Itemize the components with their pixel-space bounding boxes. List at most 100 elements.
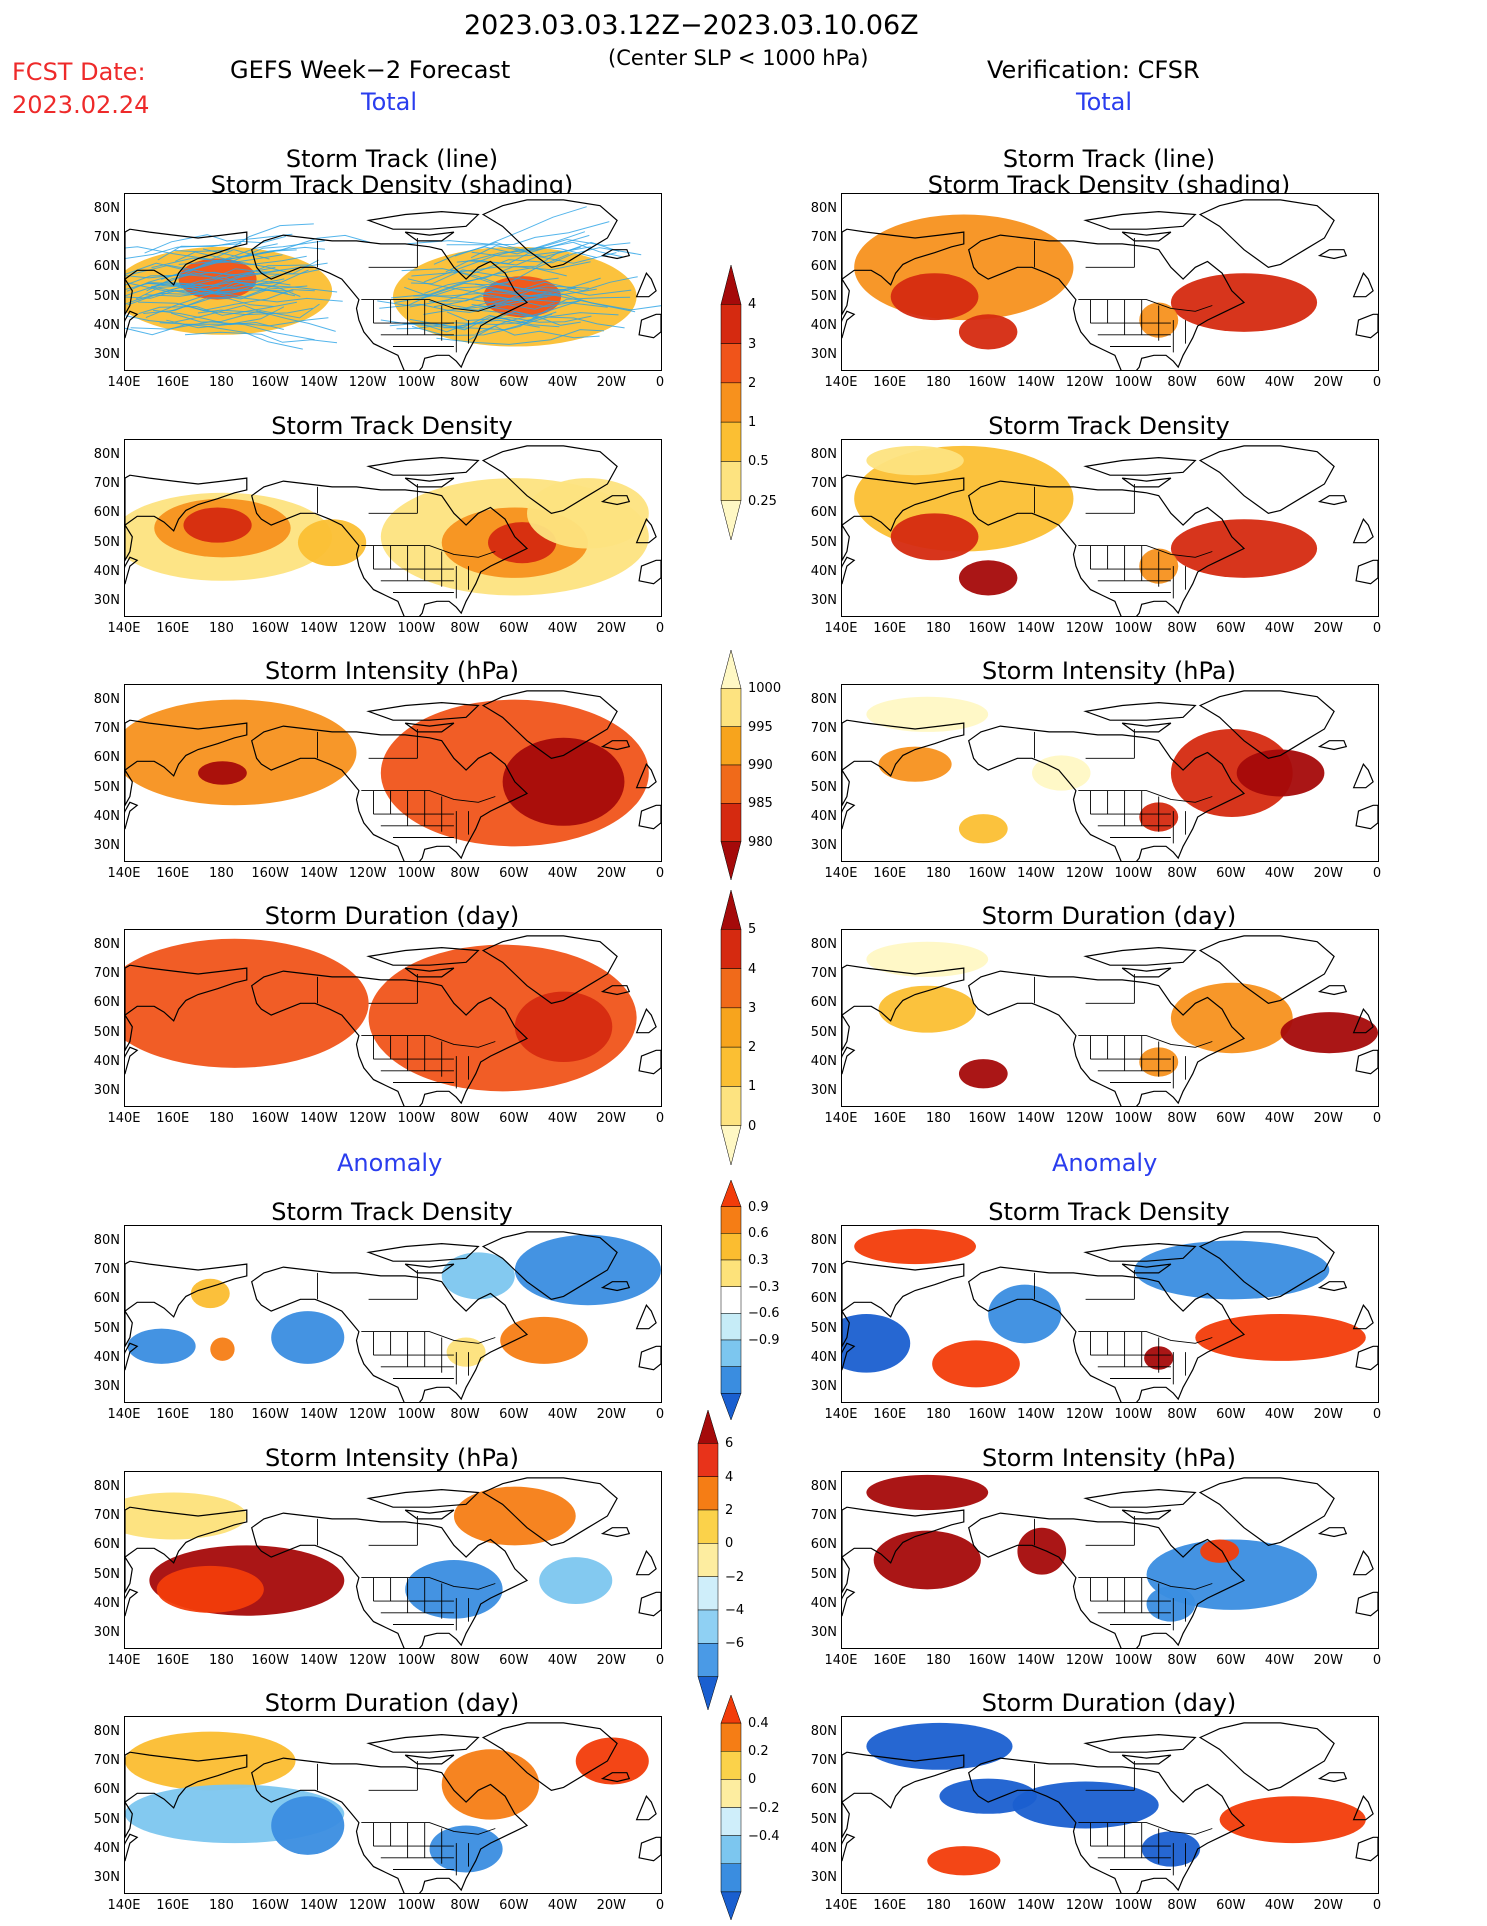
colorbar-label: 0.6 [748, 1226, 769, 1242]
storm-track [146, 269, 283, 292]
coastline [1355, 1836, 1378, 1862]
lat-label: 50N [810, 779, 837, 795]
lat-label: 80N [93, 1723, 120, 1739]
lon-label: 160W [968, 1111, 1006, 1126]
storm-track [441, 285, 590, 302]
lat-label: 80N [810, 1478, 837, 1494]
colorbar-tip [720, 264, 742, 305]
lon-label: 60W [499, 866, 529, 881]
lon-label: 160E [156, 375, 190, 390]
lat-label: 50N [93, 1320, 120, 1336]
coastline [635, 1795, 657, 1821]
lon-label: 0 [1372, 866, 1382, 881]
lon-label: 140W [300, 621, 338, 636]
lat-label: 70N [93, 1262, 120, 1277]
colorbar-duration [720, 889, 742, 1171]
map-anom-duration-forecast [124, 1716, 662, 1894]
storm-track [127, 278, 285, 306]
field-shading [539, 1557, 613, 1604]
coastline [842, 310, 856, 339]
field-shading [854, 1228, 976, 1265]
lon-label: 140W [300, 375, 338, 390]
coastline [635, 1008, 657, 1034]
lon-label: 80W [1167, 1407, 1197, 1422]
colorbar-density [720, 264, 742, 546]
storm-track [404, 286, 555, 310]
coastline [968, 1512, 1246, 1648]
lat-label: 40N [810, 1350, 837, 1365]
colorbar-label: 5 [748, 922, 757, 938]
storm-track [157, 235, 286, 261]
colorbar-segment [697, 1443, 719, 1477]
storm-track [178, 255, 307, 266]
lat-label: 30N [810, 347, 837, 363]
colorbar-segment [720, 1751, 742, 1780]
coastline [842, 1342, 856, 1371]
coastline [125, 1588, 139, 1617]
right-anomaly-label: Anomaly [1052, 1149, 1158, 1177]
lat-label: 30N [93, 347, 120, 363]
lon-label: 140W [1017, 1898, 1055, 1913]
lat-label: 70N [93, 1753, 120, 1768]
colorbar-segment [720, 803, 742, 842]
lat-label: 60N [810, 1537, 837, 1553]
panel-title: Storm Intensity (hPa) [982, 657, 1236, 685]
coastline [638, 804, 661, 830]
storm-track [433, 231, 586, 265]
lon-label: 140W [1017, 866, 1055, 881]
colorbar-segment [720, 1807, 742, 1836]
lon-label: 100W [1114, 866, 1153, 881]
coastline [1121, 1509, 1172, 1520]
coastline [1355, 313, 1378, 339]
lat-label: 70N [810, 1753, 837, 1768]
coastline [1317, 1772, 1348, 1783]
lat-label: 40N [810, 318, 837, 333]
coastline [842, 228, 965, 316]
lat-label: 70N [810, 721, 837, 736]
colorbar-segment [720, 1046, 742, 1087]
lon-label: 140E [824, 1407, 858, 1422]
lon-label: 40W [1264, 375, 1295, 390]
lon-label: 80W [1167, 1898, 1197, 1913]
coastline [1352, 518, 1374, 544]
lat-label: 50N [93, 1811, 120, 1827]
lon-label: 160E [156, 621, 190, 636]
map-anom-duration-verification [841, 1716, 1379, 1894]
colorbar-label: 0.25 [748, 493, 777, 509]
coastline [251, 1512, 529, 1648]
colorbar-segment [720, 1259, 742, 1287]
lon-label: 140E [107, 1111, 141, 1126]
coastline [1352, 1008, 1374, 1034]
coastline [481, 1477, 618, 1546]
coastline [404, 1509, 455, 1520]
colorbar-label: 0.5 [748, 454, 769, 470]
lon-label: 20W [1313, 1407, 1343, 1422]
colorbar-segment [720, 726, 742, 766]
colorbar-segment [720, 929, 742, 969]
lon-label: 20W [1313, 1111, 1343, 1126]
field-shading [878, 746, 952, 782]
lon-label: 60W [1216, 621, 1246, 636]
lat-label: 60N [810, 259, 837, 275]
lon-label: 20W [596, 1653, 626, 1668]
panel-title: Storm Track Density [271, 412, 513, 440]
colorbar-label: 4 [725, 1469, 734, 1485]
lon-label: 100W [397, 1111, 436, 1126]
lat-label: 60N [810, 1782, 837, 1798]
coastline [968, 234, 1246, 370]
coastline [635, 1550, 657, 1576]
lon-label: 100W [397, 621, 436, 636]
coastline [125, 1506, 248, 1594]
field-shading [932, 1340, 1020, 1388]
colorbar-label: 0 [748, 1772, 757, 1788]
colorbar-segment [697, 1576, 719, 1611]
lat-label: 40N [810, 809, 837, 824]
lon-label: 100W [1114, 1407, 1153, 1422]
lon-label: 100W [1114, 375, 1153, 390]
storm-track [471, 304, 625, 329]
colorbar-label: 990 [748, 758, 773, 773]
coastline [968, 1757, 1246, 1893]
coastline [1355, 1049, 1378, 1075]
lon-label: 40W [1264, 1111, 1295, 1126]
lat-label: 30N [810, 1379, 837, 1395]
